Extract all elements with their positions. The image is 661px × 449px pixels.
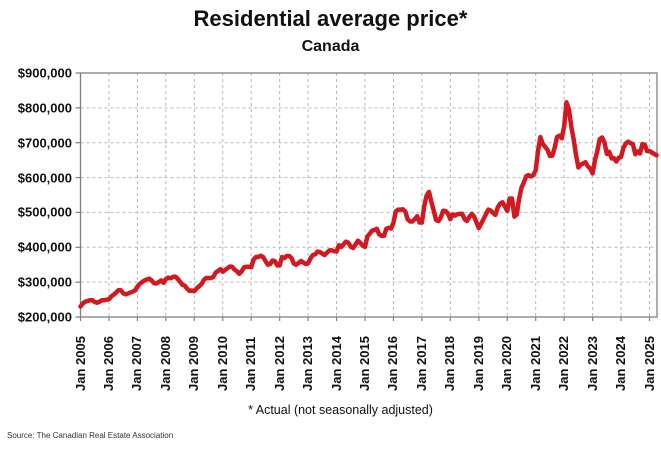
x-axis-label: Jan 2019 [470, 336, 486, 391]
y-axis-label: $500,000 [17, 204, 72, 220]
x-axis-label: Jan 2018 [442, 336, 458, 391]
x-axis-label: Jan 2025 [641, 336, 657, 391]
y-axis-label: $700,000 [17, 135, 72, 151]
y-axis-label: $200,000 [17, 309, 72, 325]
x-axis-label: Jan 2015 [357, 336, 372, 391]
y-axis-label: $900,000 [17, 65, 72, 81]
y-axis-label: $600,000 [17, 170, 72, 186]
x-axis-label: Jan 2010 [214, 336, 230, 391]
x-axis-label: Jan 2024 [613, 336, 629, 391]
x-axis-label: Jan 2013 [300, 336, 316, 391]
x-axis-label: Jan 2007 [129, 336, 145, 391]
y-axis-label: $800,000 [17, 100, 72, 116]
x-axis-label: Jan 2016 [385, 336, 401, 391]
x-axis-label: Jan 2017 [413, 336, 429, 391]
x-axis-label: Jan 2022 [556, 336, 572, 391]
x-axis-label: Jan 2008 [157, 336, 173, 391]
x-axis-label: Jan 2014 [328, 336, 344, 391]
y-axis-label: $400,000 [17, 239, 72, 255]
x-axis-label: Jan 2005 [72, 336, 88, 391]
price-line-series [78, 100, 659, 309]
x-axis-label: Jan 2021 [527, 336, 543, 391]
page-title: Residential average price* [193, 6, 468, 31]
y-axis-label: $300,000 [17, 274, 72, 290]
x-axis-label: Jan 2023 [584, 336, 600, 391]
footnote: * Actual (not seasonally adjusted) [248, 403, 433, 417]
x-axis-label: Jan 2020 [499, 336, 515, 391]
plot-border [79, 72, 658, 318]
x-axis-label: Jan 2006 [100, 336, 116, 391]
x-axis-label: Jan 2011 [243, 336, 259, 391]
x-axis-label: Jan 2012 [271, 336, 287, 391]
chart-subtitle: Canada [301, 38, 360, 55]
source-note: Source: The Canadian Real Estate Associa… [7, 431, 174, 440]
x-axis-label: Jan 2009 [186, 336, 202, 391]
